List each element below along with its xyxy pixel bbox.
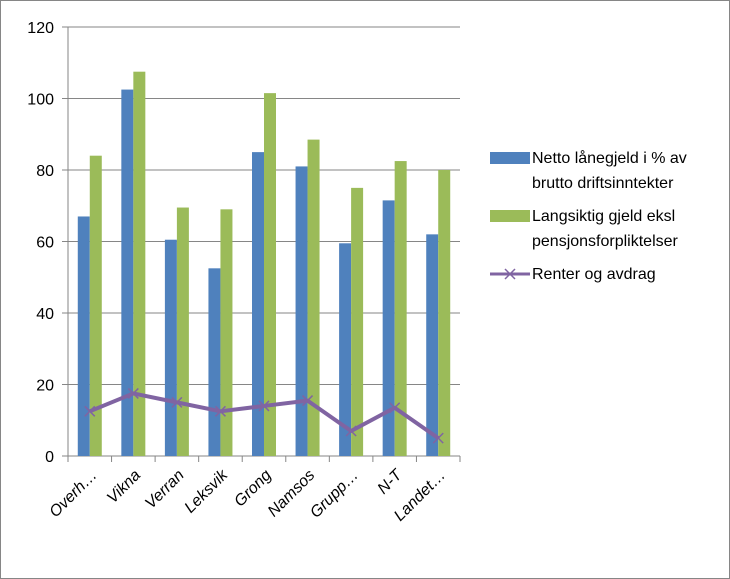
bar: [133, 71, 146, 456]
marker-x: [432, 432, 444, 444]
marker: [302, 395, 314, 407]
marker-x: [84, 405, 96, 417]
bar: [208, 268, 221, 456]
bar: [295, 166, 308, 457]
legend-item: Netto lånegjeld i % av brutto driftsinnt…: [490, 146, 725, 196]
bar: [176, 207, 189, 456]
y-tick-label: 40: [36, 306, 54, 323]
bar: [77, 216, 90, 456]
bar: [339, 243, 352, 456]
bar: [121, 89, 134, 456]
marker: [389, 402, 401, 414]
bar: [220, 209, 233, 456]
legend-swatch: [490, 210, 530, 222]
marker: [258, 400, 270, 412]
legend-item: Renter og avdrag: [490, 262, 725, 287]
bar: [89, 155, 102, 456]
marker: [432, 432, 444, 444]
y-tick-label: 120: [27, 20, 54, 37]
marker: [171, 396, 183, 408]
y-tick-label: 20: [36, 378, 54, 395]
marker-x: [389, 402, 401, 414]
bar: [438, 170, 451, 456]
marker-x: [302, 395, 314, 407]
legend-label: Netto lånegjeld i % av brutto driftsinnt…: [532, 150, 687, 192]
marker-x: [258, 400, 270, 412]
bar: [351, 187, 364, 456]
bar: [264, 93, 276, 456]
bar: [252, 152, 264, 456]
y-tick-label: 0: [45, 449, 54, 466]
legend-swatch: [490, 152, 530, 164]
legend-label: Langsiktig gjeld eksl pensjonsforpliktel…: [532, 208, 678, 250]
y-tick-label: 60: [36, 235, 54, 252]
marker: [84, 405, 96, 417]
bar: [164, 239, 177, 456]
marker-x: [171, 396, 183, 408]
y-tick-label: 100: [27, 92, 54, 109]
marker-x: [345, 425, 357, 437]
legend: Netto lånegjeld i % av brutto driftsinnt…: [490, 146, 725, 295]
bar: [426, 234, 439, 456]
marker: [345, 425, 357, 437]
marker-x: [127, 387, 139, 399]
bar: [307, 139, 320, 457]
marker: [127, 387, 139, 399]
bar: [382, 200, 395, 456]
y-tick-label: 80: [36, 163, 54, 180]
marker-x: [214, 405, 226, 417]
legend-item: Langsiktig gjeld eksl pensjonsforpliktel…: [490, 204, 725, 254]
legend-line: [490, 268, 530, 280]
legend-label: Renter og avdrag: [532, 266, 656, 283]
marker: [214, 405, 226, 417]
bar: [394, 161, 407, 456]
